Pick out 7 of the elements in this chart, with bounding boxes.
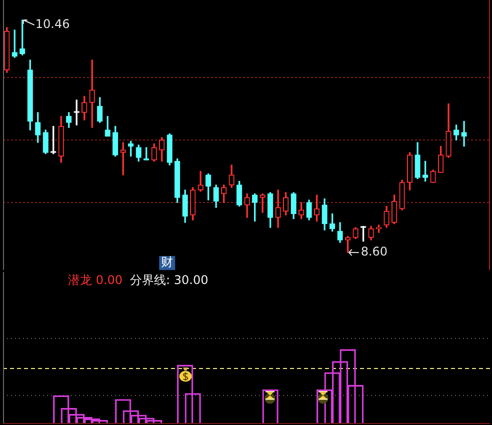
annotation: 8.60: [360, 244, 388, 259]
candlestick: [260, 193, 266, 213]
text: 分界线: 30.00: [130, 273, 208, 288]
annotation: 10.46: [35, 17, 70, 32]
candlestick: [461, 120, 467, 147]
annotation: 财: [161, 255, 174, 270]
text: 潜龙 0.00: [68, 273, 123, 288]
